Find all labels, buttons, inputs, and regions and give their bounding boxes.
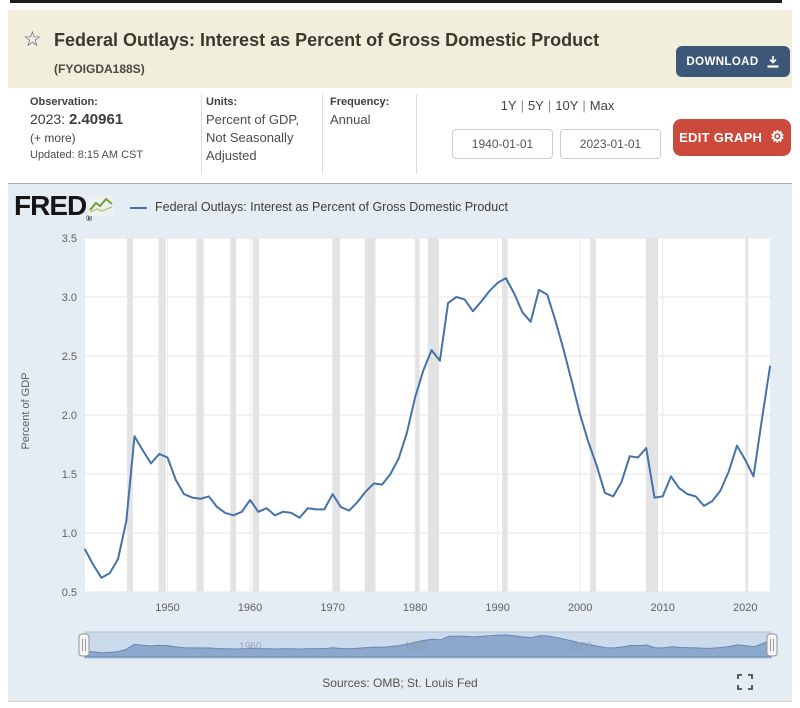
series-id: (FYOIGDA188S) [54, 62, 145, 76]
x-tick-label: 1950 [155, 602, 179, 614]
navigator-right-handle[interactable] [766, 633, 778, 657]
frequency-value: Annual [330, 112, 371, 127]
units-value: Percent of GDP, Not Seasonally Adjusted [206, 112, 299, 163]
y-axis-label: Percent of GDP [20, 372, 32, 450]
controls-bar: Observation: 2023: 2.40961 (+ more) Upda… [8, 88, 792, 183]
page-title: Federal Outlays: Interest as Percent of … [54, 27, 654, 83]
y-tick-label: 3.5 [62, 233, 77, 245]
frequency-label: Frequency: [330, 96, 390, 108]
divider [416, 94, 417, 174]
preset-separator: | [547, 98, 552, 113]
favorite-star-icon[interactable]: ☆ [23, 28, 42, 51]
divider [322, 94, 323, 174]
handle-grip-icon [82, 639, 86, 651]
x-tick-label: 2010 [650, 602, 674, 614]
fred-logo: FRED® [14, 190, 92, 223]
x-tick-label: 2000 [568, 602, 592, 614]
series-title: Federal Outlays: Interest as Percent of … [54, 30, 600, 50]
units-panel: Units: Percent of GDP, Not Seasonally Ad… [206, 96, 310, 165]
fullscreen-button[interactable] [737, 674, 753, 690]
y-tick-label: 0.5 [62, 587, 77, 599]
x-tick-label: 1960 [238, 602, 262, 614]
y-tick-label: 1.0 [62, 528, 77, 540]
navigator-year-label: 1960 [239, 641, 262, 652]
range-presets: 1Y | 5Y | 10Y | Max [450, 98, 665, 113]
preset-separator: | [582, 98, 586, 113]
range-preset-1y[interactable]: 1Y [500, 98, 517, 113]
top-divider [10, 0, 782, 3]
y-tick-label: 3.0 [62, 292, 77, 304]
legend-label: Federal Outlays: Interest as Percent of … [155, 200, 508, 214]
fred-logo-text: FRED [14, 190, 87, 221]
navigator-year-label: 1980 [404, 641, 427, 652]
start-date-input[interactable] [452, 129, 553, 159]
observation-date: 2023: [30, 111, 66, 127]
observation-value-line: 2023: 2.40961 [30, 111, 195, 128]
edit-graph-label: EDIT GRAPH [679, 130, 763, 145]
updated-timestamp: Updated: 8:15 AM CST [30, 149, 144, 161]
header: ☆ Federal Outlays: Interest as Percent o… [8, 10, 792, 88]
observation-panel: Observation: 2023: 2.40961 (+ more) Upda… [30, 96, 195, 161]
more-observations-link[interactable]: (+ more) [30, 131, 76, 145]
preset-separator: | [520, 98, 524, 113]
fred-logo-chart-icon [88, 196, 114, 216]
edit-graph-button[interactable]: EDIT GRAPH ⚙ [673, 119, 791, 156]
y-tick-label: 2.5 [62, 351, 77, 363]
x-tick-label: 1980 [403, 602, 427, 614]
observation-label: Observation: [30, 96, 98, 108]
legend-line-swatch [130, 207, 147, 209]
gear-icon: ⚙ [770, 128, 785, 146]
y-tick-label: 2.0 [62, 410, 77, 422]
download-button[interactable]: DOWNLOAD [676, 46, 790, 77]
range-preset-5y[interactable]: 5Y [527, 98, 544, 113]
navigator-year-label: 2000 [570, 641, 593, 652]
end-date-input[interactable] [560, 129, 661, 159]
observation-value: 2.40961 [68, 111, 124, 128]
navigator[interactable]: 1960 1980 2000 [77, 629, 779, 663]
sources-label: Sources: OMB; St. Louis Fed [322, 676, 478, 690]
frequency-panel: Frequency: Annual [330, 96, 410, 129]
y-tick-label: 1.5 [62, 469, 77, 481]
range-preset-10y[interactable]: 10Y [555, 98, 579, 113]
x-tick-label: 1990 [485, 602, 509, 614]
x-tick-label: 1970 [320, 602, 344, 614]
range-preset-max[interactable]: Max [589, 98, 615, 113]
fullscreen-icon [737, 674, 753, 690]
x-tick-label: 2020 [733, 602, 757, 614]
download-button-label: DOWNLOAD [686, 55, 759, 68]
handle-grip-icon [770, 639, 774, 651]
data-series-line [84, 277, 771, 579]
download-icon [767, 56, 779, 68]
navigator-left-handle[interactable] [78, 633, 90, 657]
main-chart-svg[interactable]: 1950 1960 1970 1980 1990 2000 2010 2020 0.5 1.0 1.… [40, 232, 792, 617]
registered-mark: ® [86, 214, 92, 223]
navigator-area [84, 634, 772, 658]
units-label: Units: [206, 96, 238, 108]
divider [201, 94, 202, 174]
